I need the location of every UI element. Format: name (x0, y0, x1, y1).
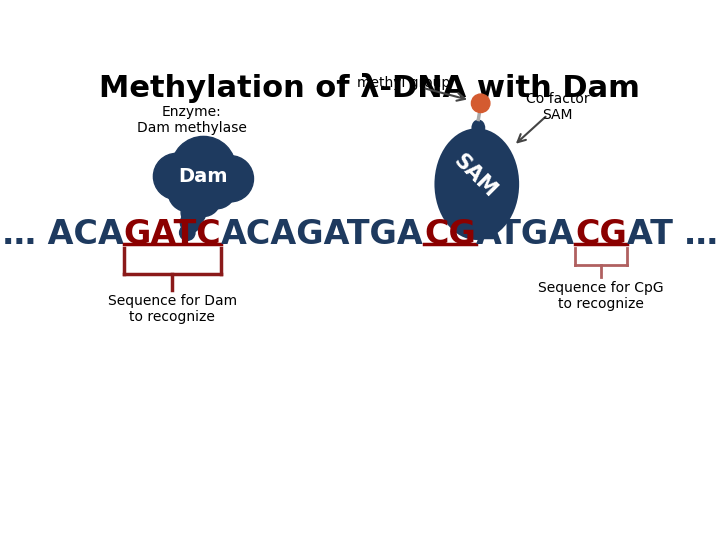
Text: GATC: GATC (124, 218, 221, 251)
Circle shape (197, 170, 235, 209)
Circle shape (179, 225, 195, 240)
Circle shape (180, 213, 200, 233)
Text: 5′ … ACA: 5′ … ACA (0, 218, 124, 251)
Circle shape (181, 200, 206, 225)
Text: ATGA: ATGA (476, 218, 575, 251)
Text: AT … 3′: AT … 3′ (627, 218, 720, 251)
Circle shape (186, 183, 220, 217)
Ellipse shape (434, 129, 519, 240)
Circle shape (472, 94, 490, 112)
Text: Sequence for Dam
to recognize: Sequence for Dam to recognize (108, 294, 237, 325)
Text: CG: CG (424, 218, 476, 251)
Text: methyl group: methyl group (357, 76, 450, 90)
Text: ACAGATGA: ACAGATGA (221, 218, 424, 251)
Text: Dam: Dam (179, 167, 228, 186)
Text: SAM: SAM (450, 151, 500, 202)
Ellipse shape (472, 119, 485, 137)
Circle shape (171, 137, 235, 201)
Text: Enzyme:
Dam methylase: Enzyme: Dam methylase (137, 105, 247, 136)
Text: Methylation of λ-DNA with Dam: Methylation of λ-DNA with Dam (99, 73, 639, 103)
Circle shape (153, 153, 199, 200)
Text: Sequence for CpG
to recognize: Sequence for CpG to recognize (538, 281, 664, 312)
Circle shape (168, 172, 208, 212)
Text: CG: CG (575, 218, 627, 251)
Circle shape (207, 156, 253, 202)
Text: Co factor
SAM: Co factor SAM (526, 92, 590, 122)
